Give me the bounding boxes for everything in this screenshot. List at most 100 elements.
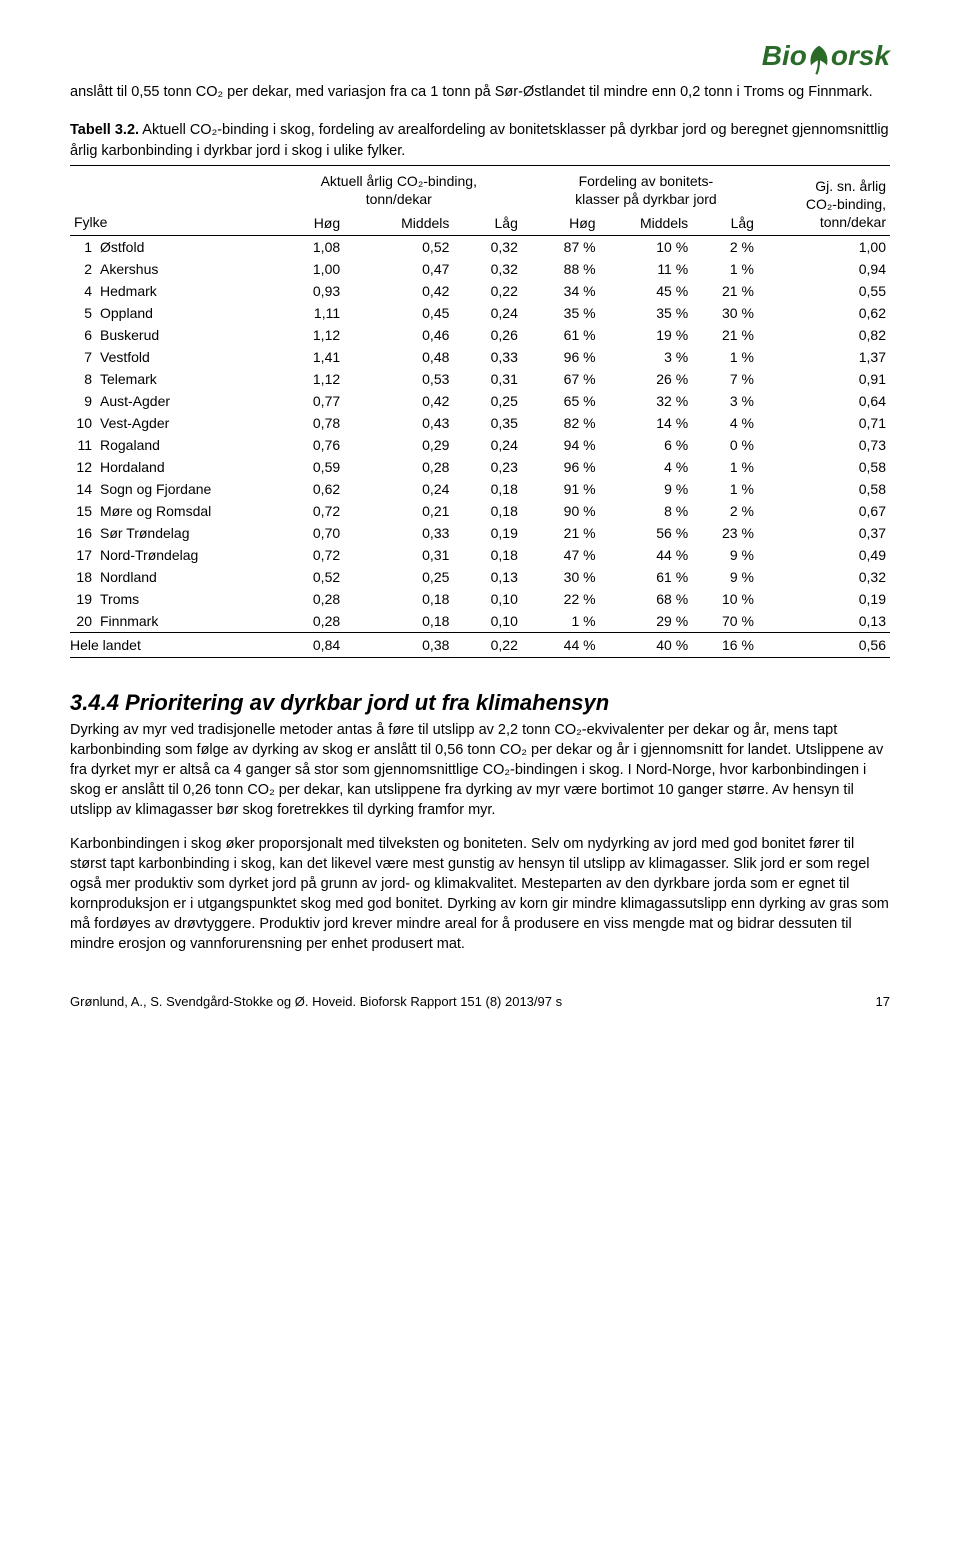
row-pl: 1 % bbox=[692, 456, 758, 478]
row-m: 0,42 bbox=[344, 280, 453, 302]
row-ph: 96 % bbox=[534, 456, 600, 478]
row-h: 0,59 bbox=[276, 456, 344, 478]
row-m: 0,46 bbox=[344, 324, 453, 346]
header-hog-1: Høg bbox=[314, 215, 340, 231]
row-l: 0,23 bbox=[453, 456, 521, 478]
row-pl: 1 % bbox=[692, 258, 758, 280]
table-row: 18Nordland0,520,250,1330 %61 %9 %0,32 bbox=[70, 566, 890, 588]
row-l: 0,10 bbox=[453, 588, 521, 610]
row-m: 0,47 bbox=[344, 258, 453, 280]
row-l: 0,31 bbox=[453, 368, 521, 390]
row-num: 2 bbox=[70, 258, 94, 280]
row-pm: 56 % bbox=[600, 522, 693, 544]
table-row: 14Sogn og Fjordane0,620,240,1891 %9 %1 %… bbox=[70, 478, 890, 500]
row-l: 0,32 bbox=[453, 258, 521, 280]
row-l: 0,18 bbox=[453, 544, 521, 566]
table-row: 19Troms0,280,180,1022 %68 %10 %0,19 bbox=[70, 588, 890, 610]
row-num: 5 bbox=[70, 302, 94, 324]
row-pm: 45 % bbox=[600, 280, 693, 302]
row-m: 0,43 bbox=[344, 412, 453, 434]
header-fylke: Fylke bbox=[74, 214, 107, 230]
row-pm: 14 % bbox=[600, 412, 693, 434]
total-pl: 16 % bbox=[692, 633, 758, 658]
row-ph: 67 % bbox=[534, 368, 600, 390]
row-h: 0,28 bbox=[276, 610, 344, 633]
row-pm: 19 % bbox=[600, 324, 693, 346]
row-pm: 9 % bbox=[600, 478, 693, 500]
row-name: Vestfold bbox=[94, 346, 276, 368]
row-l: 0,25 bbox=[453, 390, 521, 412]
row-g: 0,73 bbox=[758, 434, 890, 456]
row-name: Akershus bbox=[94, 258, 276, 280]
table-row: 17Nord-Trøndelag0,720,310,1847 %44 %9 %0… bbox=[70, 544, 890, 566]
row-m: 0,31 bbox=[344, 544, 453, 566]
row-name: Rogaland bbox=[94, 434, 276, 456]
row-h: 0,77 bbox=[276, 390, 344, 412]
row-pm: 61 % bbox=[600, 566, 693, 588]
header-gjsn-l2: CO₂-binding, bbox=[806, 196, 886, 212]
row-l: 0,32 bbox=[453, 236, 521, 259]
row-h: 1,41 bbox=[276, 346, 344, 368]
row-num: 15 bbox=[70, 500, 94, 522]
table-row: 16Sør Trøndelag0,700,330,1921 %56 %23 %0… bbox=[70, 522, 890, 544]
row-pm: 6 % bbox=[600, 434, 693, 456]
table-row: 8Telemark1,120,530,3167 %26 %7 %0,91 bbox=[70, 368, 890, 390]
row-num: 17 bbox=[70, 544, 94, 566]
row-name: Telemark bbox=[94, 368, 276, 390]
table-row: 20Finnmark0,280,180,101 %29 %70 %0,13 bbox=[70, 610, 890, 633]
row-g: 0,19 bbox=[758, 588, 890, 610]
row-h: 0,72 bbox=[276, 544, 344, 566]
table-row: 7Vestfold1,410,480,3396 %3 %1 %1,37 bbox=[70, 346, 890, 368]
footer-page-number: 17 bbox=[876, 994, 890, 1009]
row-g: 0,64 bbox=[758, 390, 890, 412]
row-pl: 70 % bbox=[692, 610, 758, 633]
row-h: 1,00 bbox=[276, 258, 344, 280]
header-middels-1: Middels bbox=[401, 215, 449, 231]
total-row: Hele landet0,840,380,2244 %40 %16 %0,56 bbox=[70, 633, 890, 658]
row-g: 0,67 bbox=[758, 500, 890, 522]
table-row: 10Vest-Agder0,780,430,3582 %14 %4 %0,71 bbox=[70, 412, 890, 434]
row-pl: 3 % bbox=[692, 390, 758, 412]
row-ph: 94 % bbox=[534, 434, 600, 456]
table-row: 11Rogaland0,760,290,2494 %6 %0 %0,73 bbox=[70, 434, 890, 456]
row-h: 1,12 bbox=[276, 324, 344, 346]
row-ph: 96 % bbox=[534, 346, 600, 368]
row-g: 0,58 bbox=[758, 456, 890, 478]
total-ph: 44 % bbox=[534, 633, 600, 658]
header-gjsn-l1: Gj. sn. årlig bbox=[815, 178, 886, 194]
row-pm: 26 % bbox=[600, 368, 693, 390]
row-name: Sogn og Fjordane bbox=[94, 478, 276, 500]
row-num: 10 bbox=[70, 412, 94, 434]
total-h: 0,84 bbox=[276, 633, 344, 658]
header-middels-2: Middels bbox=[640, 215, 688, 231]
row-g: 0,94 bbox=[758, 258, 890, 280]
table-row: 6Buskerud1,120,460,2661 %19 %21 %0,82 bbox=[70, 324, 890, 346]
caption-prefix: Tabell 3.2. bbox=[70, 122, 139, 138]
row-m: 0,18 bbox=[344, 610, 453, 633]
row-ph: 21 % bbox=[534, 522, 600, 544]
row-ph: 61 % bbox=[534, 324, 600, 346]
footer-citation: Grønlund, A., S. Svendgård-Stokke og Ø. … bbox=[70, 994, 562, 1009]
row-m: 0,29 bbox=[344, 434, 453, 456]
row-pl: 23 % bbox=[692, 522, 758, 544]
row-pm: 29 % bbox=[600, 610, 693, 633]
row-g: 1,37 bbox=[758, 346, 890, 368]
row-name: Hedmark bbox=[94, 280, 276, 302]
row-g: 0,32 bbox=[758, 566, 890, 588]
row-m: 0,21 bbox=[344, 500, 453, 522]
row-g: 0,91 bbox=[758, 368, 890, 390]
logo-text-right: orsk bbox=[831, 40, 890, 72]
row-l: 0,35 bbox=[453, 412, 521, 434]
row-pm: 10 % bbox=[600, 236, 693, 259]
row-h: 0,93 bbox=[276, 280, 344, 302]
row-pm: 11 % bbox=[600, 258, 693, 280]
row-h: 0,78 bbox=[276, 412, 344, 434]
row-h: 1,08 bbox=[276, 236, 344, 259]
row-name: Møre og Romsdal bbox=[94, 500, 276, 522]
header-gjsn-l3: tonn/dekar bbox=[820, 214, 886, 230]
header-group2-l1: Fordeling av bonitets- bbox=[579, 173, 714, 189]
row-ph: 91 % bbox=[534, 478, 600, 500]
row-pl: 0 % bbox=[692, 434, 758, 456]
table-row: 9Aust-Agder0,770,420,2565 %32 %3 %0,64 bbox=[70, 390, 890, 412]
row-h: 0,76 bbox=[276, 434, 344, 456]
